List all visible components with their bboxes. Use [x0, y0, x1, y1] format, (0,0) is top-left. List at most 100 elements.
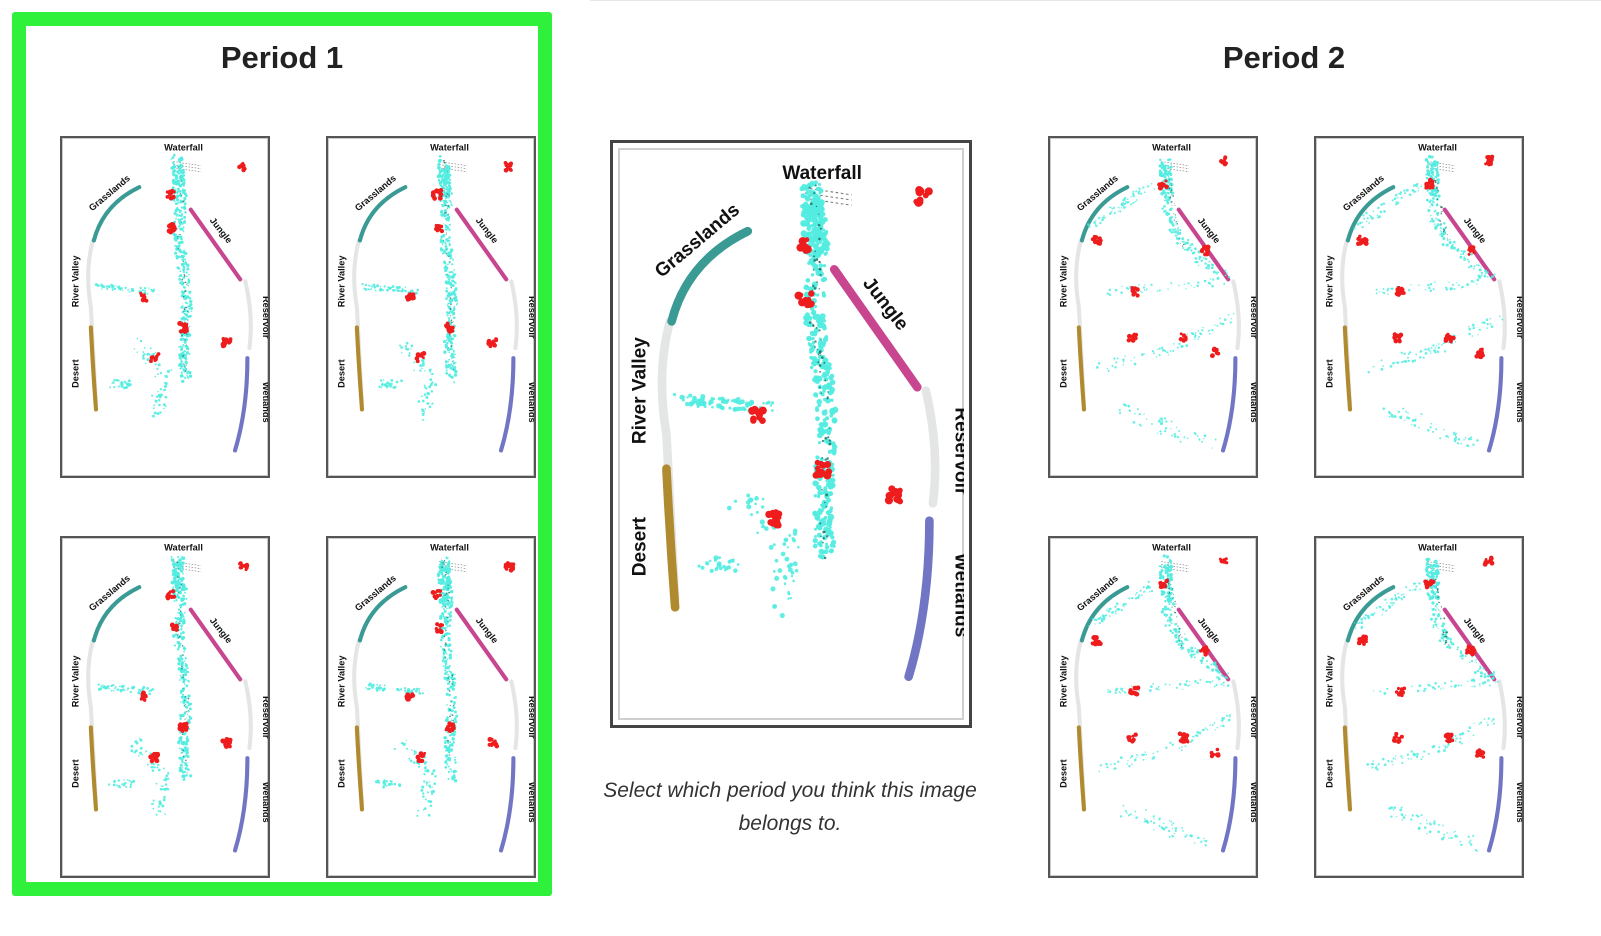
wetlands-label: Wetlands [1249, 782, 1256, 823]
river-valley-label: River Valley [70, 255, 80, 308]
wetlands-path [904, 516, 934, 681]
river-valley-path [1340, 638, 1353, 807]
grasslands-path [91, 585, 142, 643]
reservoir-path [509, 279, 519, 351]
period-1-map-thumbnail: Waterfall Grasslands Jungle River Valley Res… [60, 536, 270, 878]
reservoir-label: Reservoir [527, 296, 534, 339]
jungle-path [1176, 607, 1231, 682]
activity-points [1353, 154, 1504, 448]
jungle-path [1176, 207, 1231, 282]
period-2-map-thumbnail: Waterfall Grasslands Jungle River Valley Res… [1314, 536, 1524, 878]
reservoir-label: Reservoir [1515, 696, 1522, 739]
jungle-path [1442, 207, 1497, 282]
period-2-map-thumbnail: Waterfall Grasslands Jungle River Valley Res… [1314, 136, 1524, 478]
waterfall-label: Waterfall [1418, 142, 1457, 152]
river-valley-label: River Valley [336, 655, 346, 708]
desert-label: Desert [70, 359, 80, 388]
activity-points [97, 555, 250, 816]
query-map-image: Waterfall Grasslands Jungle River Valley Res… [610, 140, 972, 728]
reservoir-path [243, 679, 253, 751]
wetlands-label: Wetlands [527, 382, 534, 423]
wetlands-path [1486, 356, 1504, 453]
desert-label: Desert [630, 516, 651, 576]
grasslands-path [91, 185, 142, 243]
river-valley-path [86, 238, 99, 407]
reservoir-label: Reservoir [527, 696, 534, 739]
desert-label: Desert [1058, 359, 1068, 388]
waterfall-label: Waterfall [164, 542, 203, 552]
waterfall-label: Waterfall [782, 163, 862, 184]
reservoir-label: Reservoir [261, 296, 268, 339]
grasslands-path [357, 185, 408, 243]
wetlands-label: Wetlands [261, 382, 268, 423]
river-valley-label: River Valley [1058, 655, 1068, 708]
waterfall-label: Waterfall [430, 142, 469, 152]
river-valley-label: River Valley [630, 337, 651, 444]
jungle-path [454, 607, 509, 682]
jungle-path [188, 607, 243, 682]
activity-points [94, 153, 247, 418]
wetlands-label: Wetlands [1249, 382, 1256, 423]
reservoir-path [1497, 279, 1507, 351]
river-valley-path [352, 238, 365, 407]
desert-path [1342, 325, 1353, 412]
activity-points [361, 155, 514, 421]
wetlands-label: Wetlands [1515, 782, 1522, 823]
waterfall-marker [173, 567, 202, 573]
desert-path [88, 325, 99, 412]
river-valley-path [86, 638, 99, 807]
grasslands-path [1079, 585, 1130, 643]
period-1-map-thumbnail: Waterfall Grasslands Jungle River Valley Res… [326, 136, 536, 478]
waterfall-label: Waterfall [430, 542, 469, 552]
reservoir-path [1497, 679, 1507, 751]
wetlands-path [232, 756, 250, 853]
reservoir-label: Reservoir [261, 696, 268, 739]
period-1-panel[interactable]: Period 1 Waterfall Grasslands Jungle River … [12, 12, 552, 896]
wetlands-path [498, 756, 516, 853]
reservoir-label: Reservoir [1515, 296, 1522, 339]
wetlands-path [498, 356, 516, 453]
wetlands-path [232, 356, 250, 453]
river-valley-path [1074, 638, 1087, 807]
period-1-map-thumbnail: Waterfall Grasslands Jungle River Valley Res… [326, 536, 536, 878]
period-2-title: Period 2 [1222, 40, 1346, 75]
activity-points [1354, 555, 1499, 852]
river-valley-label: River Valley [1058, 255, 1068, 308]
selection-prompt: Select which period you think this image… [603, 779, 977, 835]
activity-points [1088, 554, 1232, 847]
desert-path [1076, 725, 1087, 812]
jungle-path [188, 207, 243, 282]
grasslands-path [1345, 185, 1396, 243]
grasslands-path [667, 226, 753, 326]
wetlands-path [1486, 756, 1504, 853]
reservoir-label: Reservoir [950, 407, 964, 495]
jungle-label: Jungle [858, 273, 912, 334]
desert-path [88, 725, 99, 812]
river-valley-label: River Valley [1324, 255, 1334, 308]
jungle-path [829, 265, 922, 392]
wetlands-label: Wetlands [950, 553, 964, 637]
waterfall-label: Waterfall [1152, 142, 1191, 152]
river-valley-label: River Valley [1324, 655, 1334, 708]
river-valley-path [1340, 238, 1353, 407]
top-divider [590, 0, 1601, 1]
reservoir-path [509, 679, 519, 751]
wetlands-label: Wetlands [527, 782, 534, 823]
river-valley-path [657, 317, 680, 604]
grasslands-path [1079, 185, 1130, 243]
river-valley-label: River Valley [336, 255, 346, 308]
jungle-path [454, 207, 509, 282]
reservoir-path [243, 279, 253, 351]
desert-path [354, 325, 365, 412]
reservoir-path [921, 386, 940, 508]
wetlands-label: Wetlands [1515, 382, 1522, 423]
period-1-title: Period 1 [220, 40, 344, 75]
desert-label: Desert [1058, 759, 1068, 788]
desert-label: Desert [336, 759, 346, 788]
period-2-map-thumbnail: Waterfall Grasslands Jungle River Valley Res… [1048, 136, 1258, 478]
river-valley-label: River Valley [70, 655, 80, 708]
activity-points [364, 556, 516, 817]
period-2-panel[interactable]: Period 2 Waterfall Grasslands Jungle River … [1014, 12, 1554, 896]
desert-label: Desert [1324, 359, 1334, 388]
desert-label: Desert [336, 359, 346, 388]
